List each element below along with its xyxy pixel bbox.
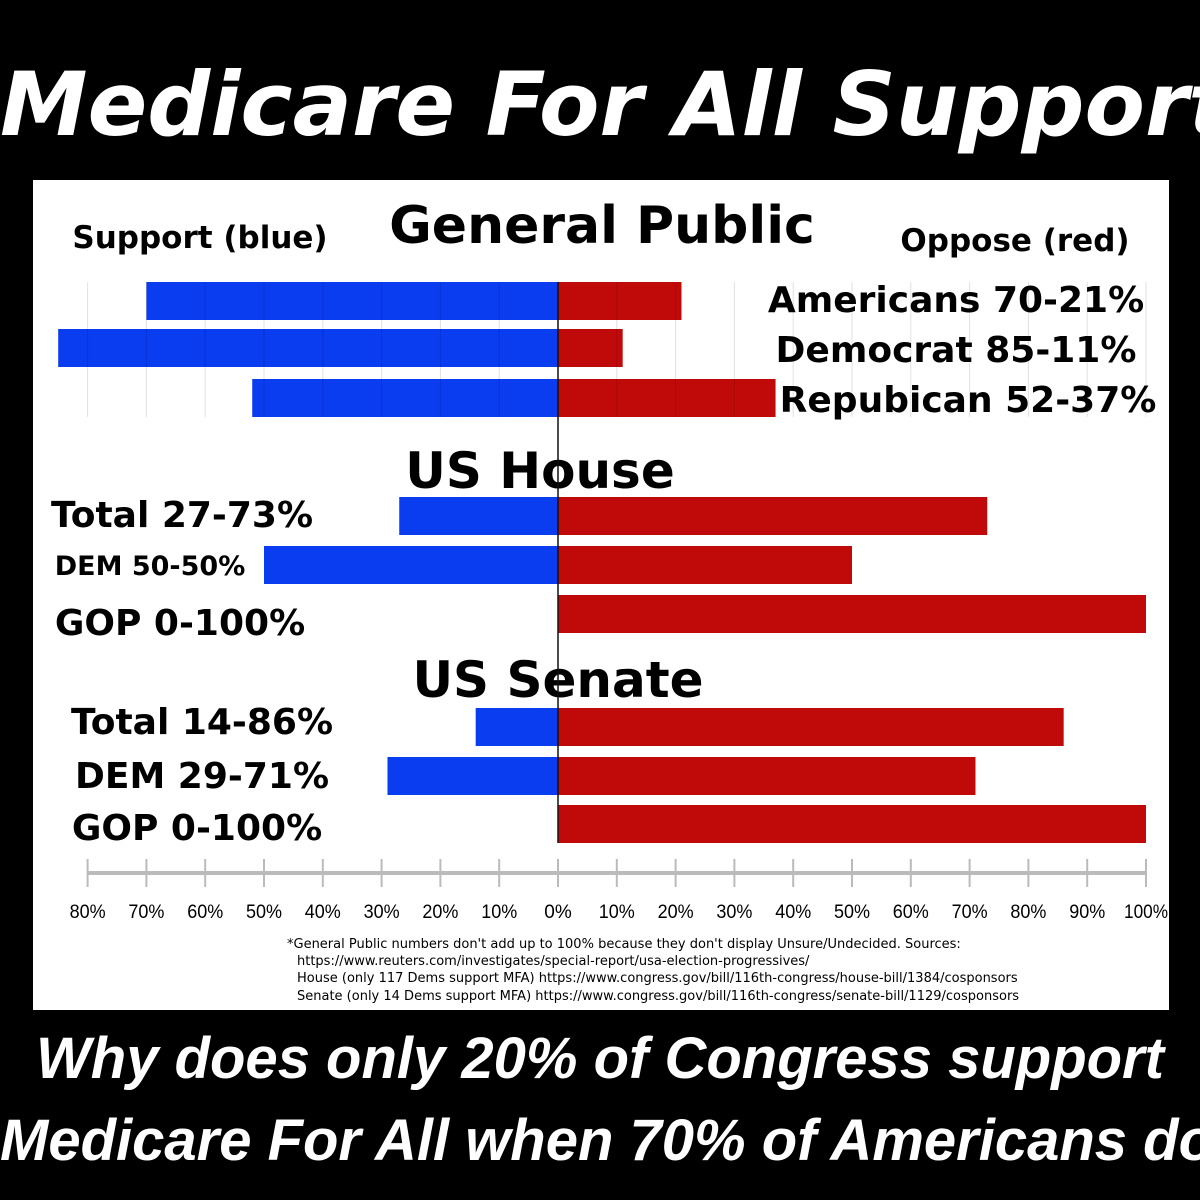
support-bar xyxy=(264,546,558,584)
oppose-bar xyxy=(558,379,776,417)
oppose-bar xyxy=(558,329,623,367)
x-tick-label: 0% xyxy=(544,902,572,923)
x-tick-label: 10% xyxy=(599,902,635,923)
footnote-line: *General Public numbers don't add up to … xyxy=(287,937,961,952)
legend-support: Support (blue) xyxy=(72,220,327,256)
x-tick-label: 60% xyxy=(187,902,223,923)
footnote-line: https://www.reuters.com/investigates/spe… xyxy=(297,954,810,969)
x-tick-label: 60% xyxy=(893,902,929,923)
x-tick-label: 80% xyxy=(1010,902,1046,923)
support-bar xyxy=(399,497,558,535)
oppose-bar xyxy=(558,805,1146,843)
group-title: US House xyxy=(405,442,674,500)
x-tick-label: 50% xyxy=(834,902,870,923)
row-label: GOP 0-100% xyxy=(72,808,322,849)
x-tick-label: 30% xyxy=(364,902,400,923)
legend-oppose: Oppose (red) xyxy=(900,223,1129,259)
footnote-line: House (only 117 Dems support MFA) https:… xyxy=(297,971,1018,986)
oppose-bar xyxy=(558,282,682,320)
oppose-bar xyxy=(558,757,976,795)
x-tick-label: 10% xyxy=(481,902,517,923)
support-bar xyxy=(252,379,559,417)
oppose-bar xyxy=(558,708,1064,746)
question-line-1: Why does only 20% of Congress support xyxy=(36,1026,1164,1091)
row-label: DEM 29-71% xyxy=(75,756,329,797)
footnote-line: Senate (only 14 Dems support MFA) https:… xyxy=(297,989,1019,1004)
x-tick-label: 20% xyxy=(658,902,694,923)
x-tick-label: 100% xyxy=(1124,902,1168,923)
x-tick-label: 50% xyxy=(246,902,282,923)
x-tick-label: 70% xyxy=(128,902,164,923)
row-label: Repubican 52-37% xyxy=(780,380,1157,421)
question-line-2: Medicare For All when 70% of Americans d… xyxy=(0,1108,1200,1173)
row-label: Total 27-73% xyxy=(51,495,313,536)
support-bar xyxy=(146,282,558,320)
headline: Medicare For All Support xyxy=(0,53,1200,156)
x-tick-label: 40% xyxy=(775,902,811,923)
support-bar xyxy=(58,329,558,367)
x-tick-label: 90% xyxy=(1069,902,1105,923)
support-bar xyxy=(475,708,558,746)
oppose-bar xyxy=(558,497,988,535)
x-tick-label: 30% xyxy=(716,902,752,923)
x-tick-label: 40% xyxy=(305,902,341,923)
group-title: General Public xyxy=(389,196,815,256)
oppose-bar xyxy=(558,595,1146,633)
row-label: Total 14-86% xyxy=(71,702,333,743)
x-tick-label: 20% xyxy=(422,902,458,923)
support-bar xyxy=(387,757,558,795)
question-text: Why does only 20% of Congress support Me… xyxy=(0,1018,1200,1182)
x-tick-label: 70% xyxy=(952,902,988,923)
row-label: Americans 70-21% xyxy=(768,280,1144,321)
row-label: GOP 0-100% xyxy=(55,603,305,644)
x-tick-label: 80% xyxy=(70,902,106,923)
oppose-bar xyxy=(558,546,852,584)
row-label: Democrat 85-11% xyxy=(776,330,1137,371)
row-label: DEM 50-50% xyxy=(55,551,246,582)
